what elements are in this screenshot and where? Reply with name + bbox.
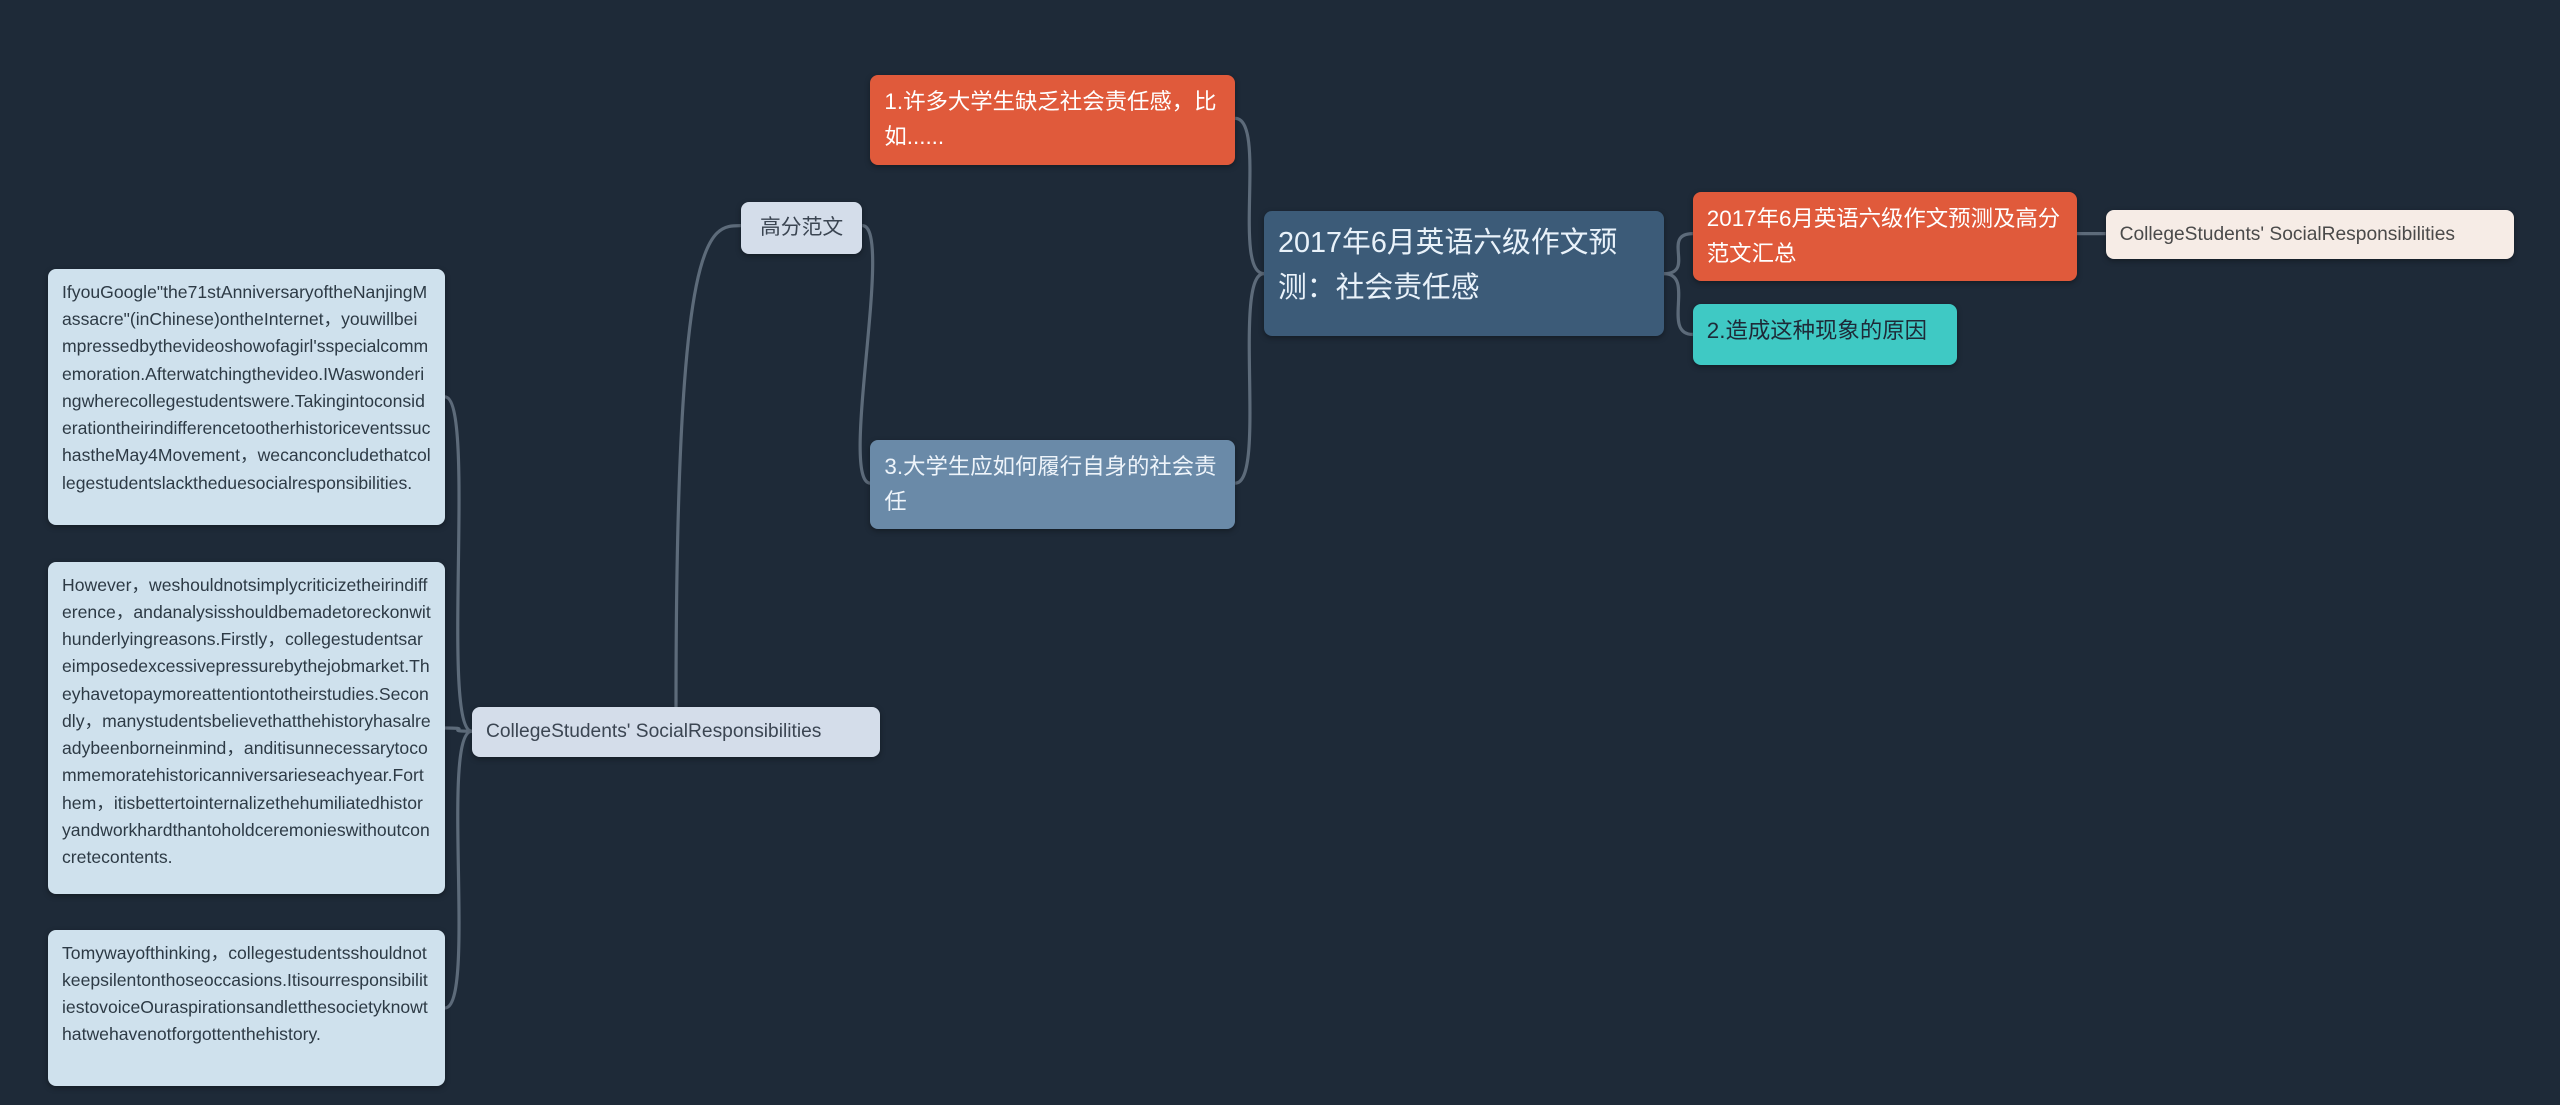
node-para1: IfyouGoogle"the71stAnniversaryoftheNanji… [48, 269, 445, 525]
edge-left2-csr [676, 226, 741, 708]
edge-csr-para3 [445, 731, 472, 1008]
node-para2: However，weshouldnotsimplycriticizetheiri… [48, 562, 445, 895]
node-left3: 3.大学生应如何履行自身的社会责任 [870, 440, 1235, 529]
edge-root-right2 [1664, 274, 1693, 335]
edge-root-left3 [1235, 274, 1264, 484]
node-root: 2017年6月英语六级作文预测：社会责任感 [1264, 211, 1664, 336]
node-right2: 2.造成这种现象的原因 [1693, 304, 1957, 365]
node-left1: 1.许多大学生缺乏社会责任感，比如...... [870, 75, 1235, 164]
edge-root-right1 [1664, 234, 1693, 274]
node-csr: CollegeStudents' SocialResponsibilities [472, 707, 880, 757]
edge-csr-para2 [445, 728, 472, 731]
node-right1: 2017年6月英语六级作文预测及高分范文汇总 [1693, 192, 2077, 281]
edge-root-left1 [1235, 118, 1264, 273]
node-right1a: CollegeStudents' SocialResponsibilities [2106, 210, 2514, 260]
mindmap-canvas: 2017年6月英语六级作文预测：社会责任感 2017年6月英语六级作文预测及高分范… [0, 0, 2560, 1105]
node-para3: Tomywayofthinking，collegestudentsshouldn… [48, 930, 445, 1087]
edge-csr-para1 [445, 397, 472, 731]
node-left2: 高分范文 [741, 202, 863, 254]
